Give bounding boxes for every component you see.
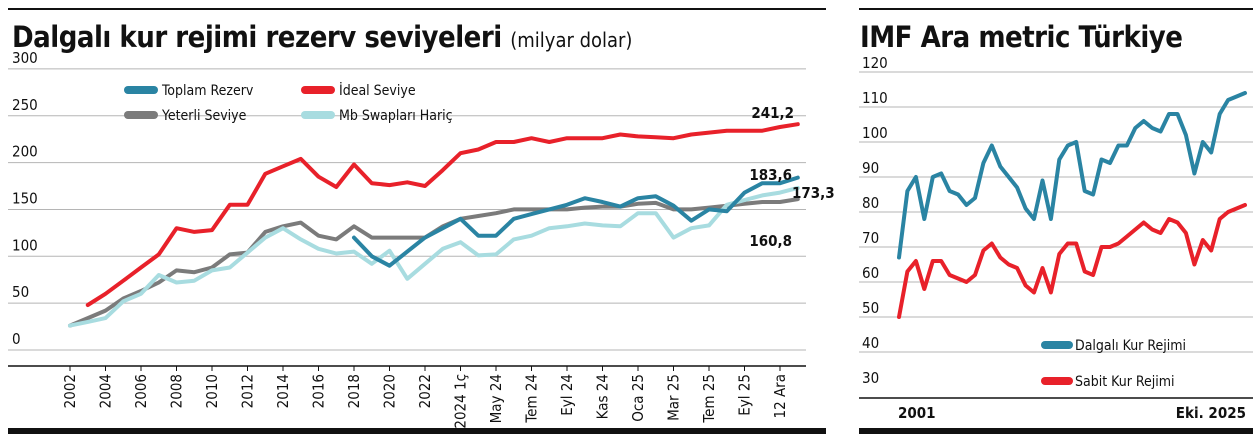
y-tick-label: 100 <box>862 124 888 142</box>
x-tick-label: 2016 <box>310 374 328 408</box>
reserves-line-chart: 0 50 100 150 200 250 300 2002 2004 2006 2008 2010 20… <box>8 49 835 429</box>
y-tick-label: 250 <box>12 96 38 114</box>
x-tick-label: 2006 <box>132 374 150 408</box>
x-tick-label: Eyl 24 <box>558 374 576 416</box>
x-tick-label: Eyl 25 <box>736 374 754 416</box>
x-tick-label: 2001 <box>898 404 936 422</box>
y-tick-label: 120 <box>862 54 888 72</box>
bottom-rule <box>859 428 1253 434</box>
legend-label: Dalgalı Kur Rejimi <box>1075 338 1186 354</box>
imf-metric-line-chart: 30 40 50 60 70 80 90 100 110 120 2001 Eki. 2025 Dalg… <box>859 54 1253 422</box>
chart-title: Dalgalı kur rejimi rezerv seviyeleri (mi… <box>12 20 632 54</box>
x-tick-label: 2004 <box>97 374 115 408</box>
top-rule <box>8 8 826 10</box>
end-value-label: 183,6 <box>749 166 792 184</box>
chart-title-text: Dalgalı kur rejimi rezerv seviyeleri <box>12 20 502 54</box>
x-tick-label: 2022 <box>416 374 434 408</box>
series-line-ideal-seviye <box>85 122 800 307</box>
series-line-sabit-kur-rejimi <box>897 203 1247 319</box>
x-tick-label: 2002 <box>61 374 79 408</box>
y-tick-label: 60 <box>862 264 879 282</box>
y-tick-label: 50 <box>862 299 879 317</box>
y-tick-label: 80 <box>862 194 879 212</box>
right-chart-panel: IMF Ara metric Türkiye 30 40 50 60 70 80 90 100… <box>855 0 1255 444</box>
x-tick-label: Eki. 2025 <box>1176 404 1246 422</box>
legend-label: Mb Swapları Hariç <box>339 108 453 124</box>
left-chart-panel: Dalgalı kur rejimi rezerv seviyeleri (mi… <box>8 8 835 434</box>
end-value-label: 173,3 <box>792 184 835 202</box>
legend-label: Sabit Kur Rejimi <box>1075 374 1175 390</box>
x-tick-label: 2012 <box>239 374 257 408</box>
end-value-label: 160,8 <box>749 232 792 250</box>
series-line-mb-swaplari-haric <box>68 185 800 328</box>
x-tick-label: 2018 <box>345 374 363 408</box>
x-tick-label: 12 Ara <box>771 374 789 419</box>
y-tick-label: 40 <box>862 334 879 352</box>
legend-label: İdeal Seviye <box>339 81 416 99</box>
x-tick-label: 2014 <box>274 374 292 408</box>
y-tick-label: 110 <box>862 89 888 107</box>
legend-label: Toplam Rezerv <box>161 83 254 99</box>
y-tick-label: 300 <box>12 49 38 67</box>
end-value-label: 241,2 <box>751 104 794 122</box>
x-tick-label: Tem 25 <box>700 374 718 424</box>
x-tick-label: 2010 <box>203 374 221 408</box>
chart-subtitle: (milyar dolar) <box>510 28 633 52</box>
series-line-dalgali-kur-rejimi <box>897 91 1247 260</box>
x-tick-label: 2020 <box>381 374 399 408</box>
y-tick-label: 0 <box>12 330 21 348</box>
x-tick-label: Mar 25 <box>665 374 683 421</box>
y-tick-label: 30 <box>862 369 879 387</box>
x-tick-label: 2024 1ç <box>452 374 470 429</box>
x-tick-label: 2008 <box>168 374 186 408</box>
x-tick-label: Oca 25 <box>629 374 647 422</box>
x-tick-label: May 24 <box>487 374 505 423</box>
x-tick-label: Tem 24 <box>523 374 541 424</box>
bottom-rule <box>8 428 826 434</box>
y-tick-label: 200 <box>12 143 38 161</box>
y-tick-label: 150 <box>12 189 38 207</box>
top-rule <box>859 8 1253 10</box>
chart-title: IMF Ara metric Türkiye <box>860 20 1183 54</box>
y-tick-label: 90 <box>862 159 879 177</box>
x-tick-label: Kas 24 <box>594 374 612 419</box>
y-tick-label: 50 <box>12 283 29 301</box>
y-tick-label: 100 <box>12 236 38 254</box>
series-line-toplam-rezerv <box>352 175 800 268</box>
legend-label: Yeterli Seviye <box>161 108 247 124</box>
y-tick-label: 70 <box>862 229 879 247</box>
